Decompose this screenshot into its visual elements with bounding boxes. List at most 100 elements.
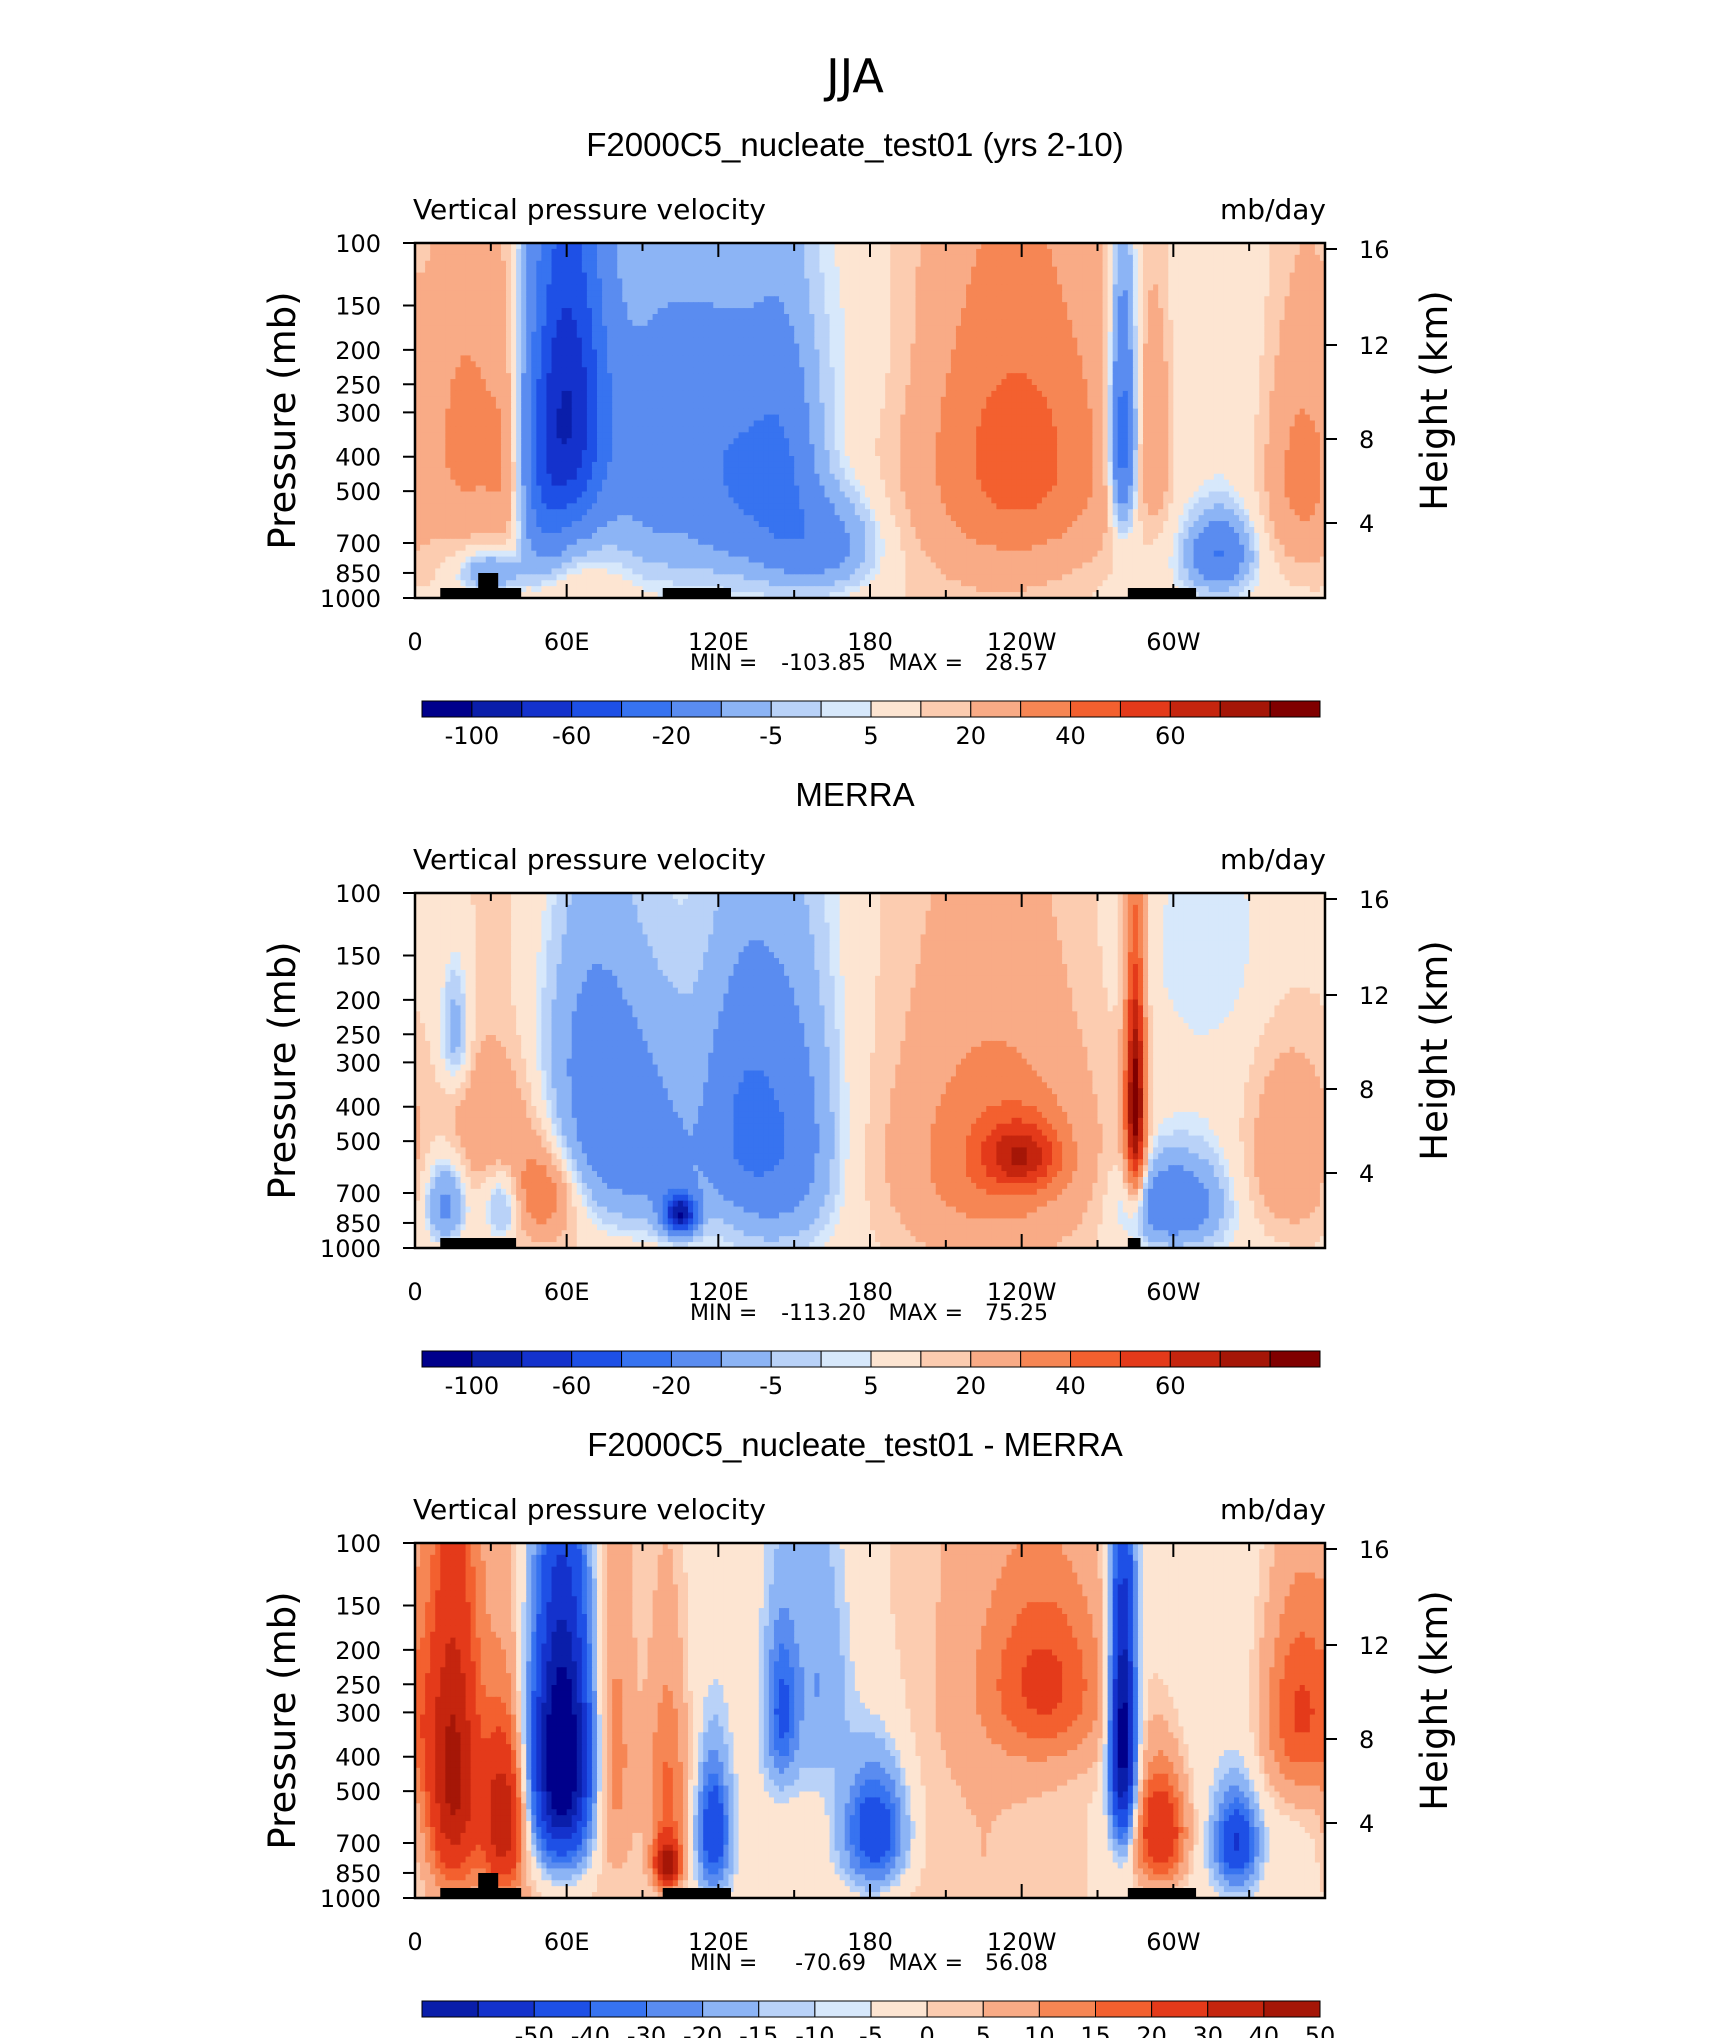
contour-cell (1046, 355, 1053, 362)
contour-cell (511, 349, 517, 357)
contour-cell (440, 396, 446, 404)
contour-cell (885, 337, 891, 345)
contour-cell (521, 379, 527, 386)
contour-cell (602, 343, 608, 351)
contour-cell (1234, 396, 1240, 404)
contour-cell (839, 260, 846, 268)
contour-cell (637, 396, 644, 404)
contour-cell (1264, 319, 1270, 327)
contour-cell (566, 390, 573, 398)
contour-cell (1122, 390, 1129, 398)
contour-cell (789, 272, 795, 280)
contour-cell (849, 385, 856, 392)
contour-cell (1294, 355, 1301, 362)
contour-cell (748, 248, 755, 256)
contour-cell (1289, 254, 1296, 262)
contour-cell (799, 331, 805, 339)
contour-cell (1319, 373, 1325, 380)
contour-cell (1036, 367, 1043, 374)
contour-cell (591, 373, 598, 380)
contour-cell (844, 349, 851, 357)
contour-cell (1188, 248, 1195, 256)
contour-cell (632, 402, 639, 410)
contour-cell (1284, 349, 1291, 357)
contour-cell (440, 325, 446, 333)
contour-cell (1254, 349, 1260, 357)
contour-cell (718, 314, 724, 321)
contour-cell (910, 302, 917, 309)
contour-cell (475, 385, 482, 392)
contour-cell (546, 373, 553, 380)
contour-cell (1294, 331, 1301, 339)
contour-cell (1122, 260, 1129, 268)
contour-cell (1208, 314, 1215, 321)
contour-cell (713, 379, 719, 386)
contour-cell (1052, 373, 1058, 380)
contour-cell (566, 385, 573, 392)
contour-cell (617, 314, 623, 321)
contour-cell (809, 349, 815, 357)
contour-cell (1036, 296, 1043, 303)
contour-cell (925, 385, 932, 392)
contour-cell (799, 390, 805, 398)
contour-cell (930, 331, 937, 339)
contour-cell (430, 385, 436, 392)
contour-cell (955, 331, 962, 339)
contour-cell (834, 314, 841, 321)
contour-cell (804, 296, 810, 303)
contour-cell (1158, 390, 1164, 398)
contour-cell (566, 272, 573, 280)
contour-cell (1218, 367, 1225, 374)
contour-cell (1067, 302, 1073, 309)
contour-cell (617, 319, 623, 327)
contour-cell (885, 278, 891, 286)
contour-cell (1031, 254, 1038, 262)
contour-cell (1178, 337, 1185, 345)
contour-cell (1304, 290, 1311, 297)
contour-cell (440, 243, 446, 250)
contour-cell (602, 361, 608, 368)
contour-cell (536, 319, 542, 327)
contour-cell (915, 302, 922, 309)
contour-cell (1107, 343, 1114, 351)
contour-cell (728, 302, 735, 309)
contour-cell (981, 314, 987, 321)
contour-cell (991, 355, 997, 362)
contour-cell (1041, 402, 1048, 410)
contour-cell (1041, 314, 1048, 321)
contour-cell (571, 243, 578, 250)
contour-cell (971, 260, 977, 268)
contour-cell (430, 390, 436, 398)
contour-cell (566, 278, 573, 286)
contour-cell (1193, 373, 1200, 380)
contour-cell (1228, 379, 1235, 386)
contour-cell (1107, 385, 1114, 392)
contour-cell (1274, 385, 1281, 392)
contour-cell (465, 379, 472, 386)
contour-cell (460, 290, 467, 297)
contour-cell (723, 254, 730, 262)
contour-cell (870, 337, 876, 345)
contour-cell (708, 367, 714, 374)
contour-cell (440, 373, 446, 380)
contour-cell (875, 325, 881, 333)
contour-cell (1319, 325, 1325, 333)
contour-cell (1026, 272, 1033, 280)
contour-cell (1082, 266, 1088, 274)
contour-cell (991, 319, 997, 327)
contour-cell (576, 319, 583, 327)
contour-cell (753, 385, 760, 392)
contour-cell (1213, 337, 1220, 345)
contour-cell (900, 325, 906, 333)
contour-cell (1319, 331, 1325, 339)
contour-cell (460, 343, 467, 351)
contour-cell (1087, 379, 1094, 386)
contour-cell (420, 278, 426, 286)
contour-cell (1148, 396, 1154, 404)
contour-cell (839, 402, 846, 410)
contour-cell (1077, 266, 1083, 274)
contour-cell (799, 373, 805, 380)
contour-cell (581, 349, 588, 357)
contour-cell (864, 319, 871, 327)
contour-cell (1021, 296, 1028, 303)
